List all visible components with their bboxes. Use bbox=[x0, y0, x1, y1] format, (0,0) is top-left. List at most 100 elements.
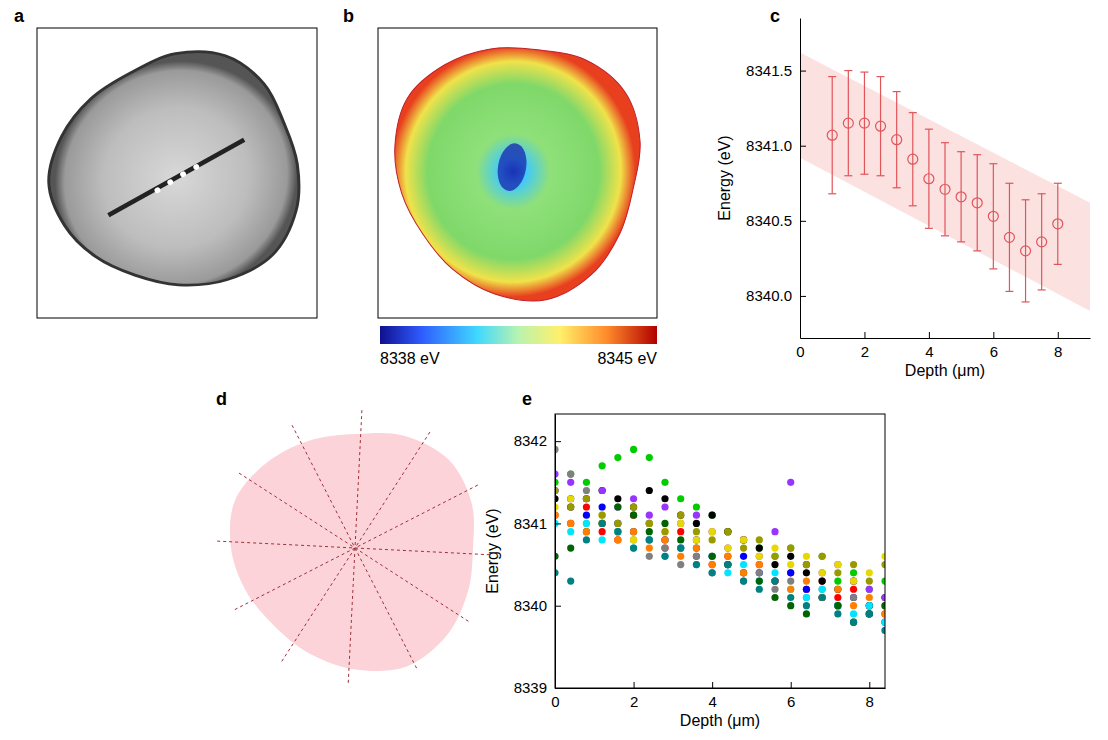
point bbox=[661, 536, 668, 543]
x-axis-tick: 2 bbox=[630, 682, 638, 710]
point bbox=[677, 545, 684, 552]
y-axis: 8340.08340.58341.08341.5 bbox=[746, 19, 806, 339]
point bbox=[693, 553, 700, 560]
point bbox=[756, 536, 763, 543]
point bbox=[661, 495, 668, 502]
x-axis-tick-mark bbox=[864, 332, 865, 338]
point bbox=[924, 174, 934, 184]
point bbox=[866, 602, 873, 609]
point bbox=[630, 503, 637, 510]
error-cap bbox=[1054, 264, 1062, 265]
point bbox=[646, 520, 653, 527]
point bbox=[756, 561, 763, 568]
point bbox=[956, 192, 966, 202]
point bbox=[599, 528, 606, 535]
point bbox=[850, 561, 857, 568]
series bbox=[555, 446, 885, 618]
point bbox=[866, 610, 873, 617]
point bbox=[630, 536, 637, 543]
point bbox=[630, 512, 637, 519]
y-axis-title: Energy (eV) bbox=[716, 135, 733, 220]
point bbox=[583, 528, 590, 535]
point bbox=[614, 503, 621, 510]
point bbox=[693, 528, 700, 535]
x-axis-tick: 6 bbox=[990, 332, 998, 360]
point bbox=[724, 561, 731, 568]
error-bar bbox=[912, 113, 913, 206]
point bbox=[614, 520, 621, 527]
point bbox=[834, 586, 841, 593]
point bbox=[787, 594, 794, 601]
point bbox=[677, 553, 684, 560]
point bbox=[599, 487, 606, 494]
point bbox=[1021, 246, 1031, 256]
figure-svg: a8338 eV8345 eVb024688340.08340.58341.08… bbox=[0, 0, 1108, 740]
point bbox=[567, 577, 574, 584]
error-cap bbox=[941, 142, 949, 143]
y-axis-tick: 8340 bbox=[514, 597, 561, 614]
point bbox=[583, 495, 590, 502]
panel-letter: c bbox=[770, 6, 780, 26]
error-cap bbox=[925, 228, 933, 229]
point bbox=[614, 536, 621, 543]
image-panel: 8338 eV8345 eV bbox=[371, 27, 657, 367]
point bbox=[614, 528, 621, 535]
point bbox=[881, 602, 885, 609]
point bbox=[740, 536, 747, 543]
point bbox=[881, 610, 885, 617]
point bbox=[614, 520, 621, 527]
radial-line bbox=[232, 485, 478, 611]
point bbox=[787, 545, 794, 552]
series bbox=[555, 487, 885, 609]
point bbox=[693, 536, 700, 543]
point bbox=[614, 528, 621, 535]
error-point bbox=[924, 129, 934, 228]
void bbox=[154, 186, 162, 194]
point bbox=[646, 520, 653, 527]
error-point bbox=[843, 71, 853, 176]
point bbox=[819, 594, 826, 601]
point bbox=[787, 577, 794, 584]
point bbox=[724, 569, 731, 576]
y-axis-tick-label: 8340.0 bbox=[746, 287, 792, 304]
point bbox=[614, 528, 621, 535]
x-axis-tick: 8 bbox=[1054, 332, 1062, 360]
point bbox=[787, 561, 794, 568]
point bbox=[850, 577, 857, 584]
x-axis-tick: 4 bbox=[708, 682, 716, 710]
series bbox=[555, 495, 885, 584]
point bbox=[866, 610, 873, 617]
point bbox=[881, 619, 885, 626]
point bbox=[819, 553, 826, 560]
error-bar bbox=[832, 77, 833, 194]
point bbox=[724, 545, 731, 552]
point bbox=[834, 577, 841, 584]
point bbox=[740, 536, 747, 543]
point bbox=[866, 610, 873, 617]
x-axis-tick-label: 2 bbox=[861, 343, 869, 360]
point bbox=[881, 619, 885, 626]
point bbox=[599, 487, 606, 494]
point bbox=[881, 594, 885, 601]
error-cap bbox=[828, 193, 836, 194]
error-cap bbox=[860, 174, 868, 175]
plot-area bbox=[555, 446, 885, 634]
y-axis-tick-mark bbox=[555, 523, 561, 524]
point bbox=[599, 520, 606, 527]
trend-band bbox=[800, 53, 1090, 311]
point bbox=[834, 602, 841, 609]
point bbox=[803, 569, 810, 576]
point bbox=[740, 569, 747, 576]
point bbox=[709, 553, 716, 560]
x-axis-title: Depth (μm) bbox=[680, 712, 760, 729]
error-cap bbox=[909, 112, 917, 113]
x-axis-tick-label: 6 bbox=[787, 693, 795, 710]
point bbox=[834, 561, 841, 568]
point bbox=[756, 569, 763, 576]
point bbox=[850, 569, 857, 576]
error-cap bbox=[1038, 193, 1046, 194]
point bbox=[646, 520, 653, 527]
point bbox=[940, 184, 950, 194]
point bbox=[850, 602, 857, 609]
point bbox=[693, 536, 700, 543]
